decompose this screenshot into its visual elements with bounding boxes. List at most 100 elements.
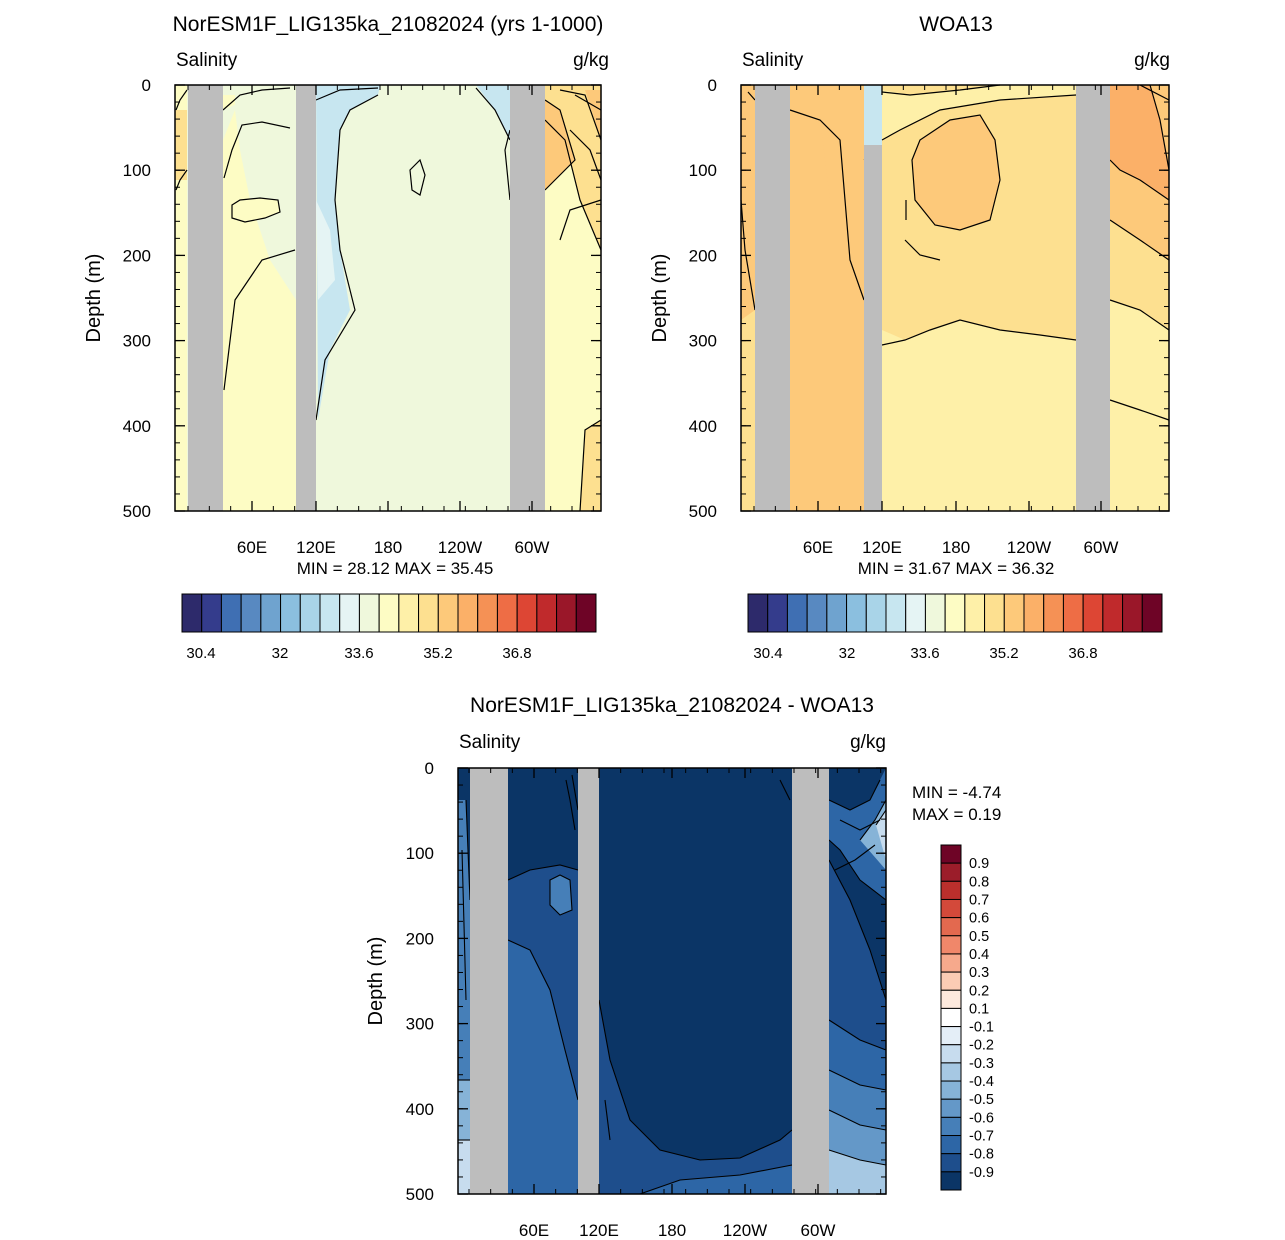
colorbar-swatch [240,593,262,633]
colorbar-label: -0.3 [969,1056,994,1072]
land-mask [755,85,790,511]
panel-diff-title: NorESM1F_LIG135ka_21082024 - WOA13 [470,694,874,717]
field-region [580,420,601,511]
field-region [476,85,510,140]
field-region [599,1000,792,1194]
y-tick-label: 200 [123,246,151,265]
colorbar-label: 0.5 [969,929,989,945]
panel-diff-right-label: g/kg [850,732,886,753]
colorbar-swatch [984,593,1005,633]
panel-model-left-label: Salinity [176,50,238,71]
x-tick-label: 120W [723,1221,767,1240]
colorbar-swatch [940,1026,962,1046]
colorbar-label: 30.4 [186,645,215,662]
x-tick-label: 120E [296,538,336,557]
colorbar-swatch [1003,593,1025,633]
colorbar-swatch [940,971,962,991]
colorbar-swatch [260,593,282,633]
y-tick-label: 100 [123,161,151,180]
x-axis: 60E 120E 180 120W 60W [753,85,1160,557]
colorbar-swatch [1141,593,1163,633]
colorbar-swatch [940,898,962,919]
colorbar-swatch [358,593,380,633]
colorbar-swatch [944,593,966,633]
colorbar-label: 0.9 [969,856,989,872]
panel-obs-title: WOA13 [919,13,993,36]
land-mask [296,85,316,511]
colorbar-swatch [940,1135,962,1155]
panel-model-plot-area [174,84,602,512]
colorbar-swatch [536,593,558,633]
y-axis: Depth (m) 0 100 200 300 400 500 [649,76,1169,521]
x-tick-label: 120E [579,1221,619,1240]
colorbar-model: 30.4 32 33.6 35.2 36.8 [181,593,597,662]
y-tick-label: 100 [406,844,434,863]
field-region [508,940,578,1194]
field-region [175,85,187,511]
field-region [175,110,187,180]
field-region [912,115,1000,230]
colorbar-swatch [940,862,962,882]
colorbar-swatch [940,844,962,864]
colorbar-swatch [940,953,962,973]
x-tick-label: 60E [237,538,267,557]
y-tick-label: 200 [689,246,717,265]
colorbar-swatch [201,593,222,633]
panel-diff-plot-area [457,767,887,1195]
colorbar-label: 0.4 [969,947,989,963]
y-tick-label: 500 [406,1185,434,1204]
colorbar-label: 36.8 [502,645,531,662]
colorbar-label: -0.5 [969,1092,994,1108]
colorbar-swatch [940,1062,962,1082]
colorbar-label: 0.7 [969,892,989,908]
y-axis: Depth (m) 0 100 200 300 400 500 [83,76,601,521]
land-mask [188,85,223,511]
y-ticks: 0 100 200 300 400 500 [689,76,1169,521]
colorbar-swatch [964,593,986,633]
field-region [316,85,380,420]
x-tick-label: 120W [1007,538,1051,557]
field-region [876,810,886,860]
colorbar-swatch [940,880,962,900]
colorbar-label: -0.4 [969,1074,994,1090]
colorbar-swatch [437,593,459,633]
colorbar-label: 33.6 [344,645,373,662]
y-ticks: 0 100 200 300 400 500 [406,759,886,1204]
plot-frame [740,84,1170,512]
x-tick-label: 120W [438,538,482,557]
field-region [1110,85,1169,200]
y-tick-label: 400 [689,417,717,436]
colorbar-label: 0.1 [969,1001,989,1017]
colorbar-label: 0.2 [969,983,989,999]
panel-model-stats: MIN = 28.12 MAX = 35.45 [297,559,494,578]
colorbar-swatch [940,989,962,1009]
field-region [860,800,886,870]
colorbar-swatch [378,593,400,633]
colorbar-label: 0.8 [969,874,989,890]
colorbar-swatch [865,593,887,633]
field-region [829,768,886,900]
colorbar-swatch [319,593,341,633]
colorbar-swatch [806,593,828,633]
colorbar-label: -0.6 [969,1110,994,1126]
x-tick-label: 60E [803,538,833,557]
panel-model-right-label: g/kg [573,50,609,71]
field-region [882,320,1076,511]
panel-obs-right-label: g/kg [1134,50,1170,71]
panel-diff-stats-min: MIN = -4.74 [912,783,1001,802]
colorbar-swatch [924,593,946,633]
y-axis-label: Depth (m) [83,254,105,343]
colorbar-swatch [575,593,597,633]
field-region [829,1150,886,1194]
colorbar-swatch [556,593,577,633]
y-tick-label: 0 [142,76,151,95]
contour-lines [458,774,887,1195]
y-axis: Depth (m) 0 100 200 300 400 500 [365,759,886,1204]
colorbar-swatch [940,1116,962,1137]
x-tick-label: 120E [862,538,902,557]
colorbar-swatch [846,593,867,633]
field-region [232,198,280,222]
field-region [458,1140,470,1194]
x-tick-label: 60W [801,1221,836,1240]
field-region [882,85,1076,140]
